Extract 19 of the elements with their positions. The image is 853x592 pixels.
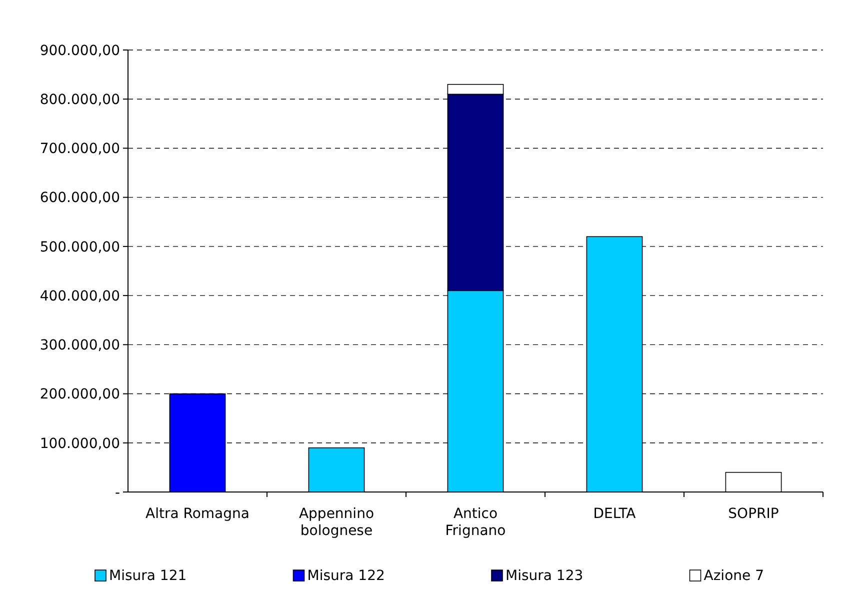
y-tick-label: 400.000,00	[40, 288, 120, 304]
y-tick-label: 900.000,00	[40, 42, 120, 59]
y-tick-label: -	[114, 484, 120, 501]
x-tick-label: SOPRIP	[728, 506, 779, 522]
y-tick-label: 300.000,00	[40, 338, 120, 354]
x-tick-label: Appennino bolognese	[298, 506, 374, 539]
y-tick-label: 600.000,00	[40, 190, 120, 206]
legend-label: Misura 123	[506, 568, 584, 584]
legend-label: Azione 7	[704, 568, 764, 584]
y-tick-label: 200.000,00	[40, 386, 120, 403]
y-tick-label: 100.000,00	[40, 436, 120, 452]
legend-label: Misura 121	[109, 568, 187, 584]
x-tick-label: Altra Romagna	[146, 506, 250, 522]
y-tick-label: 500.000,00	[40, 239, 120, 256]
x-tick-label: DELTA	[593, 506, 636, 522]
legend-label: Misura 122	[307, 568, 385, 584]
y-tick-label: 700.000,00	[40, 141, 120, 158]
y-tick-label: 800.000,00	[40, 92, 120, 108]
x-tick-label: Antico Frignano	[445, 506, 506, 539]
